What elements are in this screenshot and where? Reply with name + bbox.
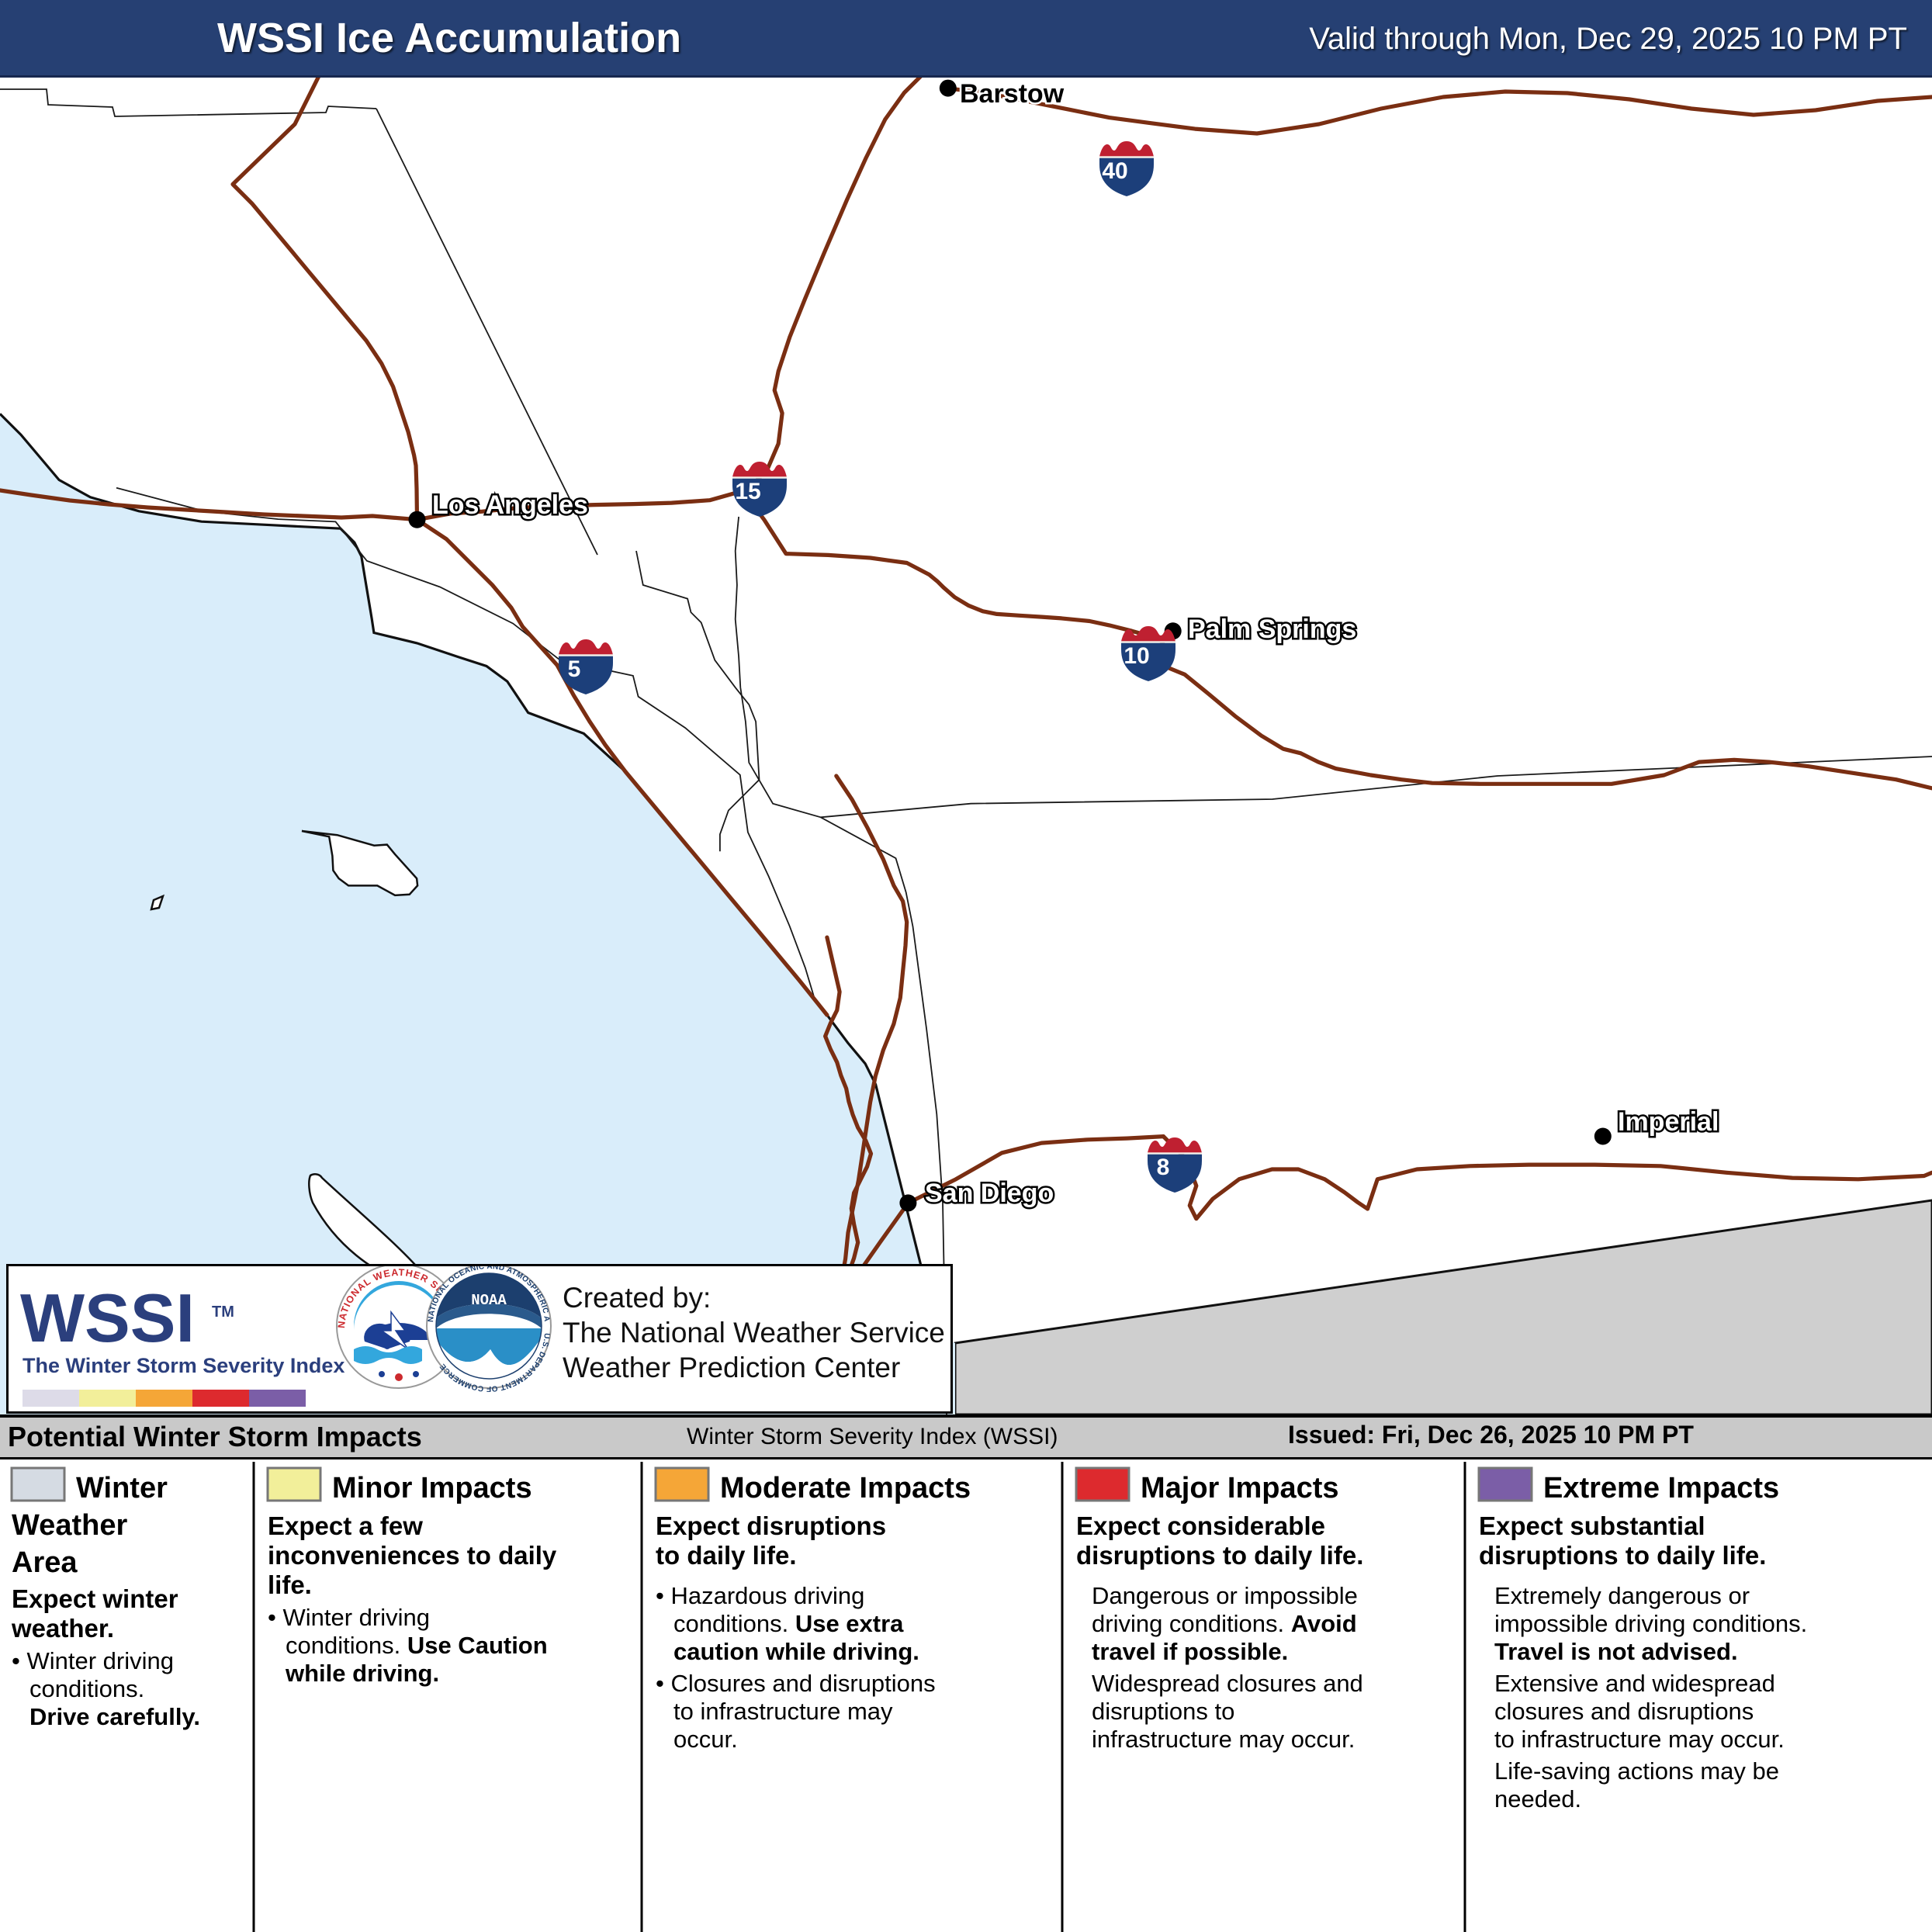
svg-text:Weather Prediction Center: Weather Prediction Center [563,1352,900,1383]
svg-text:5: 5 [568,656,581,682]
svg-text:Moderate Impacts: Moderate Impacts [720,1472,971,1504]
svg-text:while driving.: while driving. [285,1660,439,1687]
svg-text:The National Weather Service: The National Weather Service [563,1317,945,1349]
svg-text:Extremely dangerous or: Extremely dangerous or [1494,1582,1750,1609]
svg-text:travel if possible.: travel if possible. [1092,1638,1288,1665]
svg-text:WSSI: WSSI [20,1279,195,1356]
svg-text:NOAA: NOAA [471,1292,507,1309]
svg-text:Extreme Impacts: Extreme Impacts [1543,1472,1779,1504]
svg-text:Expect a few: Expect a few [268,1511,423,1540]
svg-text:Expect winter: Expect winter [12,1584,178,1613]
svg-text:conditions. Use Caution: conditions. Use Caution [286,1632,548,1659]
svg-text:needed.: needed. [1494,1785,1581,1813]
svg-text:Minor Impacts: Minor Impacts [332,1472,532,1504]
svg-text:conditions.: conditions. [29,1675,144,1702]
svg-text:conditions. Use extra: conditions. Use extra [673,1610,904,1637]
svg-text:Major Impacts: Major Impacts [1141,1472,1339,1504]
svg-text:• Winter driving: • Winter driving [268,1604,430,1631]
svg-text:Imperial: Imperial [1618,1107,1719,1137]
svg-text:15: 15 [735,479,760,504]
svg-text:San Diego: San Diego [925,1179,1054,1208]
svg-text:closures and disruptions: closures and disruptions [1494,1698,1754,1725]
svg-text:Palm Springs: Palm Springs [1188,615,1356,644]
svg-text:Area: Area [12,1546,78,1579]
svg-text:disruptions to daily life.: disruptions to daily life. [1479,1541,1766,1570]
svg-text:40: 40 [1102,158,1127,184]
svg-text:TM: TM [212,1304,234,1321]
svg-text:impossible driving conditions.: impossible driving conditions. [1494,1610,1807,1637]
svg-text:weather.: weather. [11,1614,114,1643]
svg-text:Created by:: Created by: [563,1282,711,1314]
svg-text:inconveniences to daily: inconveniences to daily [268,1541,557,1570]
svg-text:• Winter driving: • Winter driving [12,1647,174,1674]
svg-text:Widespread closures and: Widespread closures and [1092,1670,1363,1697]
svg-text:driving conditions. Avoid: driving conditions. Avoid [1092,1610,1357,1637]
svg-text:disruptions to daily life.: disruptions to daily life. [1076,1541,1363,1570]
svg-text:Los Angeles: Los Angeles [432,490,588,520]
svg-text:8: 8 [1157,1155,1170,1180]
svg-text:to infrastructure may: to infrastructure may [673,1698,893,1725]
svg-text:Weather: Weather [12,1509,127,1542]
svg-text:• Closures and disruptions: • Closures and disruptions [656,1670,936,1697]
svg-text:Expect disruptions: Expect disruptions [656,1511,886,1540]
svg-text:occur.: occur. [673,1726,738,1753]
svg-text:Expect substantial: Expect substantial [1479,1511,1705,1540]
svg-text:disruptions to: disruptions to [1092,1698,1234,1725]
svg-text:to infrastructure may occur.: to infrastructure may occur. [1494,1726,1785,1753]
svg-text:Travel is not advised.: Travel is not advised. [1494,1638,1738,1665]
svg-text:to daily life.: to daily life. [656,1541,797,1570]
svg-text:Barstow: Barstow [960,79,1065,109]
svg-text:Expect considerable: Expect considerable [1076,1511,1325,1540]
svg-text:Dangerous or impossible: Dangerous or impossible [1092,1582,1358,1609]
svg-text:• Hazardous driving: • Hazardous driving [656,1582,864,1609]
svg-text:10: 10 [1124,643,1149,669]
svg-text:Extensive and widespread: Extensive and widespread [1494,1670,1775,1697]
svg-text:caution while driving.: caution while driving. [673,1638,919,1665]
svg-text:Winter: Winter [76,1472,168,1504]
svg-text:The Winter Storm Severity Inde: The Winter Storm Severity Index [23,1354,345,1377]
svg-text:life.: life. [268,1570,312,1599]
svg-text:Life-saving actions may be: Life-saving actions may be [1494,1757,1779,1785]
svg-text:infrastructure may occur.: infrastructure may occur. [1092,1726,1355,1753]
svg-text:Drive carefully.: Drive carefully. [29,1703,200,1730]
